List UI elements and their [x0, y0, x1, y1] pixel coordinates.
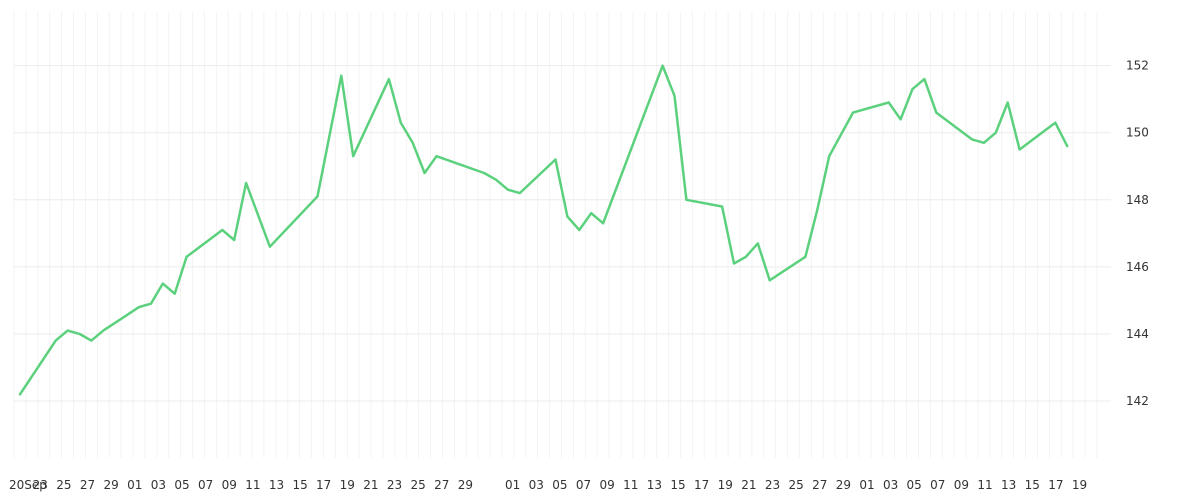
y-axis-ticks: 142 144 146 148 150 152 [1126, 59, 1149, 408]
x-tick-label: 03 [529, 478, 544, 492]
x-tick-label: 07 [930, 478, 945, 492]
series-line [18, 64, 1069, 396]
x-tick-label: 05 [552, 478, 567, 492]
x-tick-label: 29 [458, 478, 473, 492]
x-tick-label: 19 [1072, 478, 1087, 492]
x-tick-label: 01 [859, 478, 874, 492]
x-tick-label: 29 [836, 478, 851, 492]
x-tick-label: 01 [505, 478, 520, 492]
x-tick-label: 03 [883, 478, 898, 492]
x-tick-label: 13 [1001, 478, 1016, 492]
grid [13, 12, 1111, 458]
x-tick-label: 01 [127, 478, 142, 492]
y-tick-label: 150 [1126, 126, 1149, 140]
x-tick-label: 17 [1048, 478, 1063, 492]
x-tick-label: 23 [33, 478, 48, 492]
x-tick-label: 07 [198, 478, 213, 492]
x-tick-label: 27 [80, 478, 95, 492]
y-tick-label: 142 [1126, 394, 1149, 408]
x-tick-label: 20Sep [9, 478, 47, 492]
y-tick-label: 144 [1126, 327, 1149, 341]
x-tick-label: 05 [907, 478, 922, 492]
x-tick-label: 13 [269, 478, 284, 492]
x-tick-label: 11 [977, 478, 992, 492]
x-tick-label: 27 [812, 478, 827, 492]
x-tick-label: 17 [694, 478, 709, 492]
x-tick-label: 23 [387, 478, 402, 492]
x-tick-label: 23 [765, 478, 780, 492]
x-tick-label: 15 [670, 478, 685, 492]
x-tick-label: 07 [576, 478, 591, 492]
x-tick-label: 17 [316, 478, 331, 492]
x-tick-label: 09 [600, 478, 615, 492]
x-tick-label: 11 [623, 478, 638, 492]
x-tick-label: 11 [245, 478, 260, 492]
x-tick-label: 03 [151, 478, 166, 492]
x-tick-label: 15 [1025, 478, 1040, 492]
x-tick-label: 21 [363, 478, 378, 492]
x-tick-label: 29 [103, 478, 118, 492]
x-tick-label: 19 [340, 478, 355, 492]
x-tick-label: 25 [56, 478, 71, 492]
x-tick-label: 19 [718, 478, 733, 492]
x-tick-label: 09 [954, 478, 969, 492]
y-tick-label: 148 [1126, 193, 1149, 207]
series-layer [18, 64, 1069, 396]
x-tick-label: 09 [222, 478, 237, 492]
x-tick-label: 27 [434, 478, 449, 492]
y-tick-label: 152 [1126, 59, 1149, 73]
x-tick-label: 05 [174, 478, 189, 492]
x-tick-label: 25 [788, 478, 803, 492]
y-tick-label: 146 [1126, 260, 1149, 274]
x-tick-label: 21 [741, 478, 756, 492]
x-tick-label: 25 [411, 478, 426, 492]
x-tick-label: 15 [292, 478, 307, 492]
x-tick-label: 13 [647, 478, 662, 492]
